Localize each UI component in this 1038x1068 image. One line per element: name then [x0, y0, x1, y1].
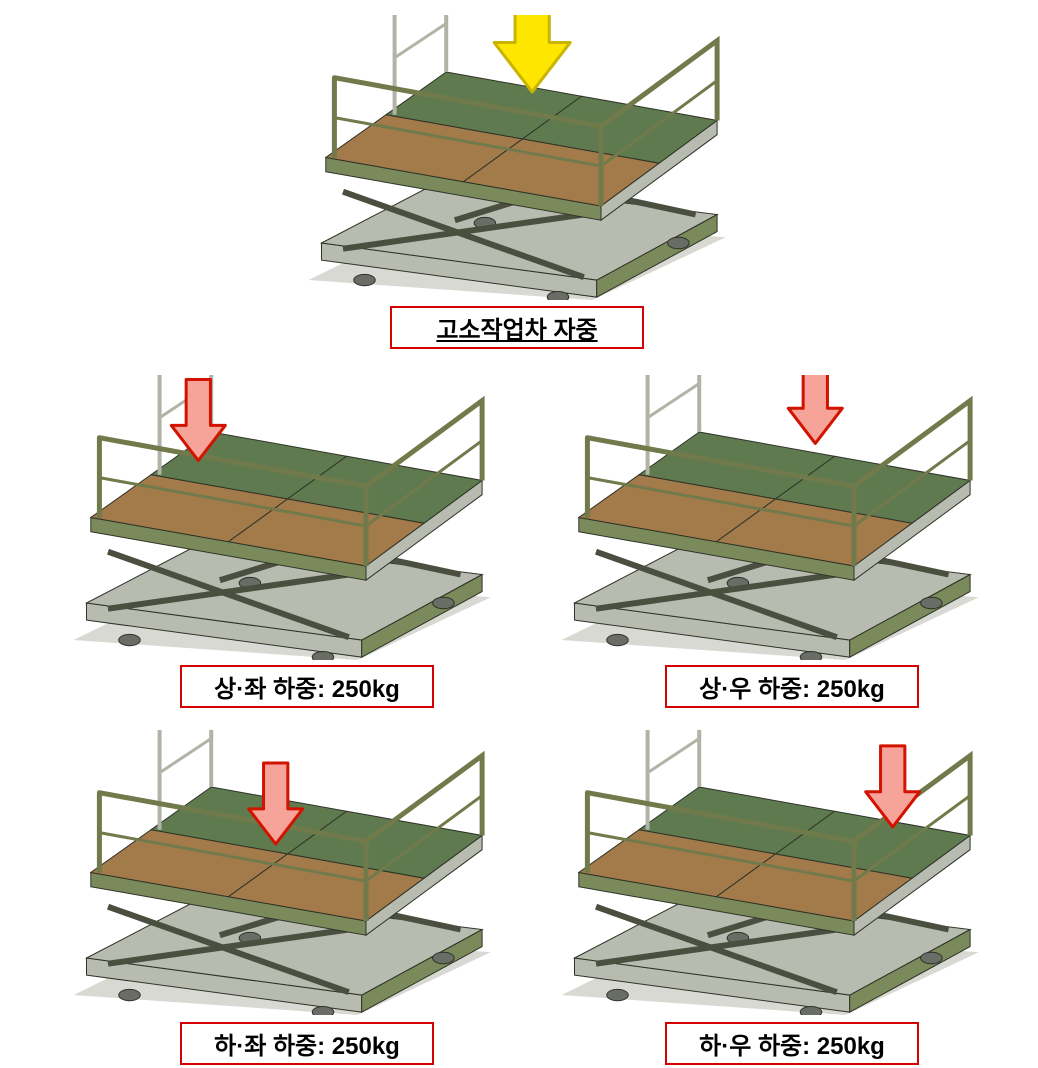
panel-top: [300, 15, 730, 300]
panel-lower-right: [553, 730, 983, 1015]
scissor-lift-illustration: [300, 15, 730, 300]
caption-upper-right-text: 상·우 하중: 250kg: [699, 669, 885, 704]
panel-upper-right: [553, 375, 983, 660]
scissor-lift-illustration: [553, 375, 983, 660]
caption-upper-left: 상·좌 하중: 250kg: [180, 665, 434, 708]
panel-upper-left: [65, 375, 495, 660]
caption-lower-right-text: 하·우 하중: 250kg: [699, 1026, 885, 1061]
diagram-page: 고소작업차 자중 상·좌 하중: 250kg 상·우 하중: 250kg 하·좌…: [0, 0, 1038, 1068]
caption-upper-left-text: 상·좌 하중: 250kg: [214, 669, 400, 704]
caption-lower-right: 하·우 하중: 250kg: [665, 1022, 919, 1065]
panel-lower-left: [65, 730, 495, 1015]
caption-top: 고소작업차 자중: [390, 306, 644, 349]
caption-lower-left-text: 하·좌 하중: 250kg: [214, 1026, 400, 1061]
scissor-lift-illustration: [65, 375, 495, 660]
caption-lower-left: 하·좌 하중: 250kg: [180, 1022, 434, 1065]
scissor-lift-illustration: [65, 730, 495, 1015]
caption-upper-right: 상·우 하중: 250kg: [665, 665, 919, 708]
scissor-lift-illustration: [553, 730, 983, 1015]
caption-top-text: 고소작업차 자중: [436, 310, 597, 345]
